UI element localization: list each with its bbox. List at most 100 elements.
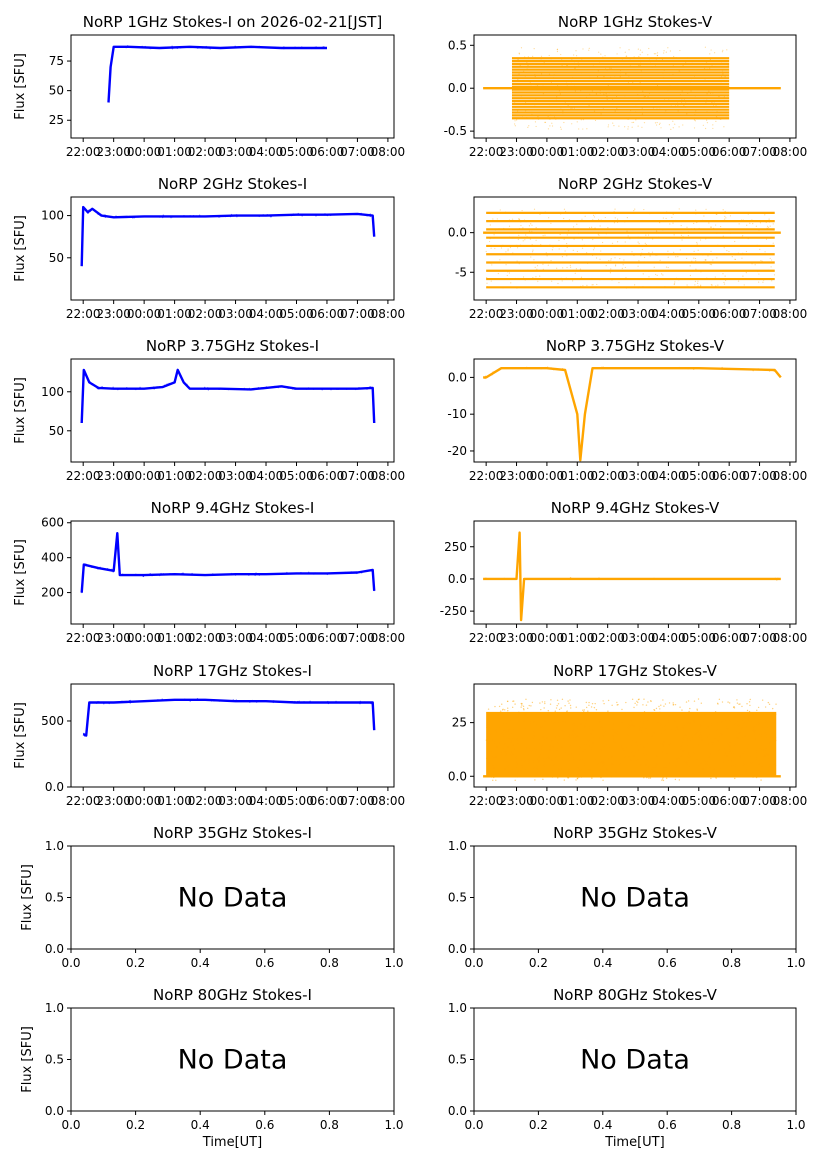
x-tick-label: 22:00 [66,145,101,159]
data-point [522,591,524,594]
data-point [617,731,619,734]
data-point [526,366,528,369]
data-point [511,751,513,754]
data-point [723,253,725,255]
data-point [599,768,601,771]
data-point [564,250,566,252]
data-point [552,246,554,248]
data-point [653,709,655,711]
data-point [698,715,701,718]
data-point [198,699,200,701]
data-point [637,749,639,752]
data-point [192,215,195,217]
data-point [528,704,530,707]
data-point [674,703,677,706]
data-point [697,698,700,700]
data-point [644,754,647,756]
data-point [639,57,642,60]
data-point [514,120,516,122]
data-point [623,60,626,62]
data-point [326,214,329,217]
data-point [536,265,539,267]
data-point [745,771,747,774]
data-point [768,221,770,223]
axes-frame [70,196,395,301]
data-point [735,731,737,733]
data-point [554,100,556,102]
data-point [686,226,688,228]
data-point [151,574,153,577]
data-point [570,266,572,268]
data-point [517,552,520,554]
data-point [600,113,602,115]
data-point [596,283,598,286]
data-point [277,46,280,49]
data-point [490,262,492,264]
data-point [559,233,561,236]
data-point [705,259,707,261]
data-point [566,234,568,236]
x-tick-label: 02:00 [590,307,625,321]
data-point [599,713,601,715]
data-point [515,576,518,579]
data-point [593,216,596,218]
data-point [527,761,530,764]
data-point [625,277,627,279]
data-point [698,227,700,230]
data-point [616,704,618,706]
data-point [733,705,735,708]
x-tick-label: 0.0 [464,956,483,970]
data-point [518,218,520,220]
data-point [615,770,617,773]
data-point [672,213,674,215]
data-point [550,769,553,771]
data-point [665,777,668,780]
data-point [664,728,666,731]
data-point [500,247,503,249]
y-tick-label: 25 [49,113,64,127]
data-point [611,716,614,719]
data-point [283,573,285,575]
data-point [702,751,704,754]
data-point [589,75,591,77]
data-point [249,389,252,391]
data-point [612,729,614,731]
data-point [357,571,359,574]
data-point [676,759,679,762]
data-point [627,128,629,130]
y-axis-label: Flux [SFU] [13,702,28,769]
data-point [627,727,630,729]
data-point [558,248,560,250]
data-point [518,711,520,714]
data-point [623,747,625,749]
data-point [766,225,769,227]
data-point [109,75,111,78]
data-point [507,700,509,703]
data-point [301,215,303,217]
data-point [631,698,634,700]
data-point [716,213,718,215]
data-point [567,230,570,232]
data-point [569,699,571,701]
data-point [687,715,690,717]
data-point [661,727,663,730]
data-point [632,82,634,84]
x-tick-label: 0.2 [529,1118,548,1132]
data-point [523,773,525,776]
data-point [560,277,562,279]
y-tick-label: 100 [41,209,64,223]
data-point [641,77,643,79]
data-point [742,275,744,277]
data-point [575,69,577,71]
series-line [80,532,376,593]
data-point [752,223,754,225]
data-point [695,110,697,112]
data-point [542,60,544,62]
data-point [658,712,660,715]
data-point [709,67,711,69]
data-point [609,67,611,69]
data-point [754,264,756,266]
data-point [654,64,656,66]
data-point [561,746,563,748]
data-point [628,725,630,728]
